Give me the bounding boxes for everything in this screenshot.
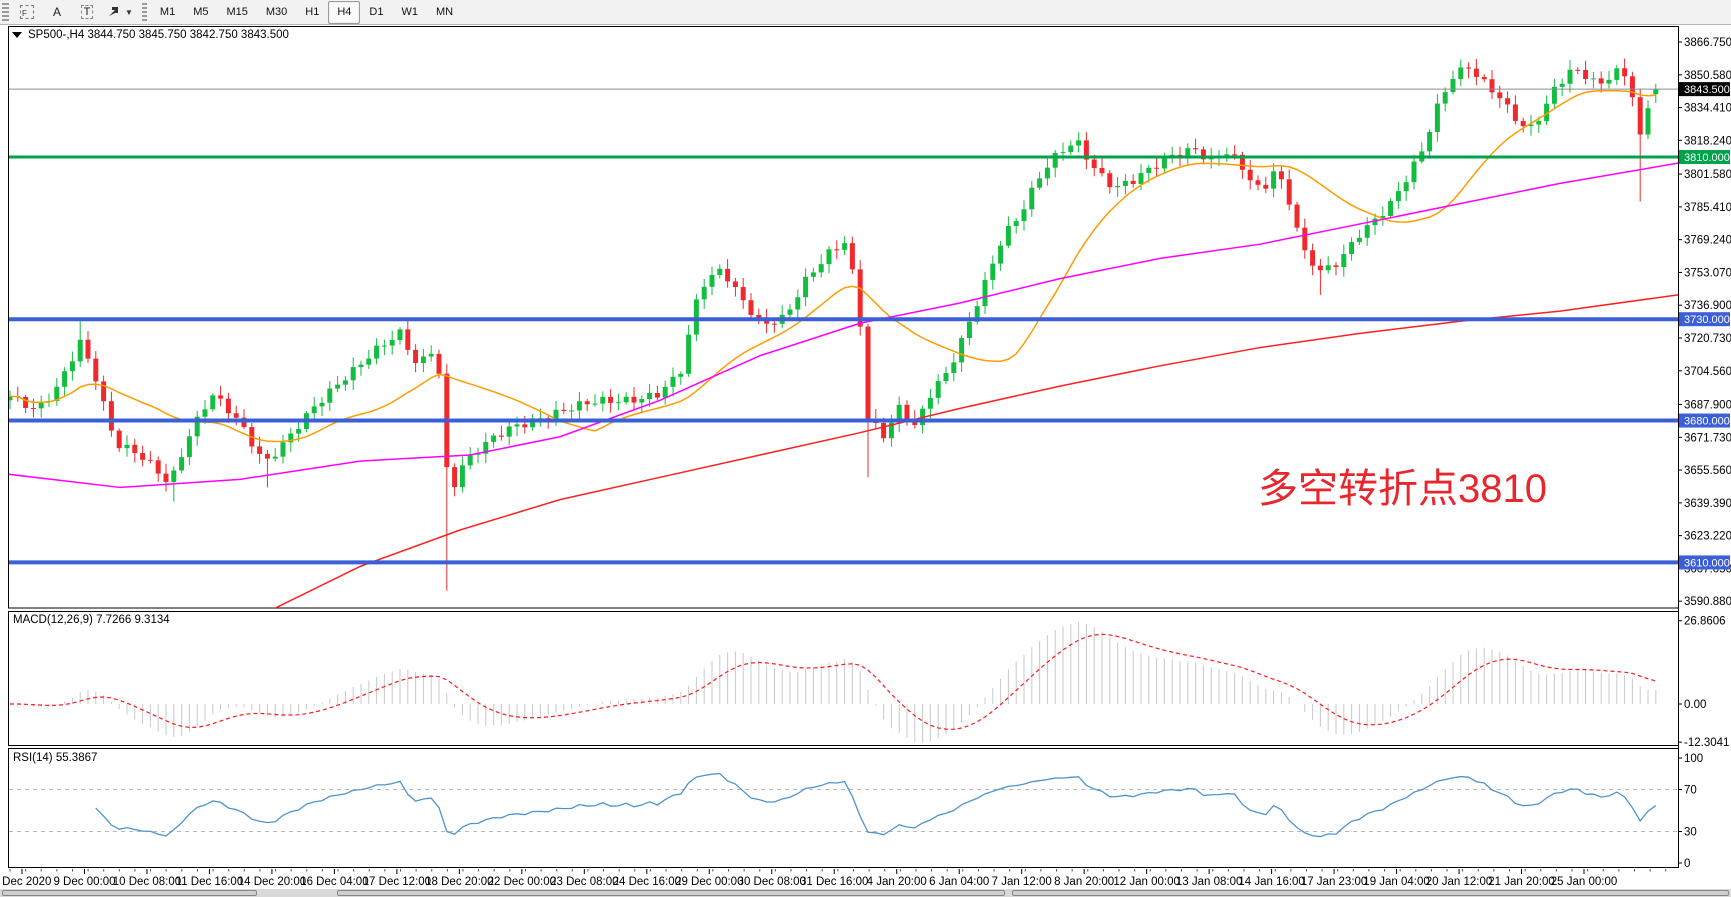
status-bar-cell bbox=[2, 890, 257, 896]
svg-text:24 Dec 16:00: 24 Dec 16:00 bbox=[613, 876, 681, 888]
svg-text:25 Jan 00:00: 25 Jan 00:00 bbox=[1551, 876, 1618, 888]
svg-text:3720.730: 3720.730 bbox=[1684, 333, 1731, 345]
timeframe-button-m30[interactable]: M30 bbox=[265, 6, 288, 18]
svg-text:3610.000: 3610.000 bbox=[1684, 557, 1730, 569]
status-bar-cell bbox=[337, 890, 1005, 896]
svg-text:6 Jan 04:00: 6 Jan 04:00 bbox=[929, 876, 989, 888]
macd-axis: 26.8606 0.00 -12.3041 bbox=[1678, 616, 1729, 749]
svg-text:3843.500: 3843.500 bbox=[1684, 84, 1730, 96]
fibo-grid-tool-button[interactable]: F bbox=[13, 1, 41, 23]
svg-text:70: 70 bbox=[1684, 785, 1697, 797]
svg-text:30 Dec 08:00: 30 Dec 08:00 bbox=[738, 876, 806, 888]
chart-svg: 3866.750 3850.580 3834.410 3818.240 3801.580… bbox=[0, 25, 1731, 897]
toolbar-grip-2[interactable] bbox=[141, 3, 147, 21]
svg-text:3730.000: 3730.000 bbox=[1684, 314, 1730, 326]
svg-text:7 Jan 12:00: 7 Jan 12:00 bbox=[992, 876, 1052, 888]
svg-text:7 Dec 2020: 7 Dec 2020 bbox=[0, 876, 51, 888]
svg-text:3850.580: 3850.580 bbox=[1684, 70, 1731, 82]
timeframe-button-mn[interactable]: MN bbox=[435, 6, 454, 18]
svg-text:14 Dec 20:00: 14 Dec 20:00 bbox=[238, 876, 306, 888]
timeframe-toolbar: M1 M5 M15 M30 H1 H4 D1 W1 MN bbox=[151, 0, 462, 24]
svg-text:13 Jan 08:00: 13 Jan 08:00 bbox=[1176, 876, 1243, 888]
status-bar bbox=[0, 889, 1731, 897]
svg-text:3801.580: 3801.580 bbox=[1684, 169, 1731, 181]
toolbar-grip[interactable] bbox=[2, 3, 9, 21]
app-toolbar: F A T ▼ M1 M5 M15 M30 H1 H4 D1 W1 MN bbox=[0, 0, 1731, 25]
svg-text:3655.560: 3655.560 bbox=[1684, 465, 1731, 477]
svg-text:19 Jan 04:00: 19 Jan 04:00 bbox=[1363, 876, 1430, 888]
timeframe-button-m1[interactable]: M1 bbox=[159, 6, 176, 18]
svg-text:26.8606: 26.8606 bbox=[1684, 616, 1726, 628]
svg-text:3639.390: 3639.390 bbox=[1684, 498, 1731, 510]
timeframe-button-d1[interactable]: D1 bbox=[369, 6, 384, 18]
svg-text:3866.750: 3866.750 bbox=[1684, 37, 1731, 49]
svg-text:29 Dec 00:00: 29 Dec 00:00 bbox=[675, 876, 743, 888]
svg-text:0: 0 bbox=[1684, 858, 1690, 870]
svg-text:3769.240: 3769.240 bbox=[1684, 235, 1731, 247]
chart-title: SP500-,H4 3844.750 3845.750 3842.750 384… bbox=[28, 29, 289, 41]
svg-text:3818.240: 3818.240 bbox=[1684, 135, 1731, 147]
svg-text:100: 100 bbox=[1684, 753, 1703, 765]
macd-pane-label: MACD(12,26,9) 7.7266 9.3134 bbox=[13, 614, 170, 626]
svg-text:3671.730: 3671.730 bbox=[1684, 432, 1731, 444]
svg-text:17 Dec 12:00: 17 Dec 12:00 bbox=[363, 876, 431, 888]
svg-text:18 Dec 20:00: 18 Dec 20:00 bbox=[425, 876, 493, 888]
svg-text:3680.000: 3680.000 bbox=[1684, 416, 1730, 428]
svg-text:3736.900: 3736.900 bbox=[1684, 300, 1731, 312]
svg-text:0.00: 0.00 bbox=[1684, 699, 1706, 711]
svg-text:11 Dec 16:00: 11 Dec 16:00 bbox=[176, 876, 244, 888]
svg-text:4 Jan 20:00: 4 Jan 20:00 bbox=[867, 876, 927, 888]
svg-text:-12.3041: -12.3041 bbox=[1684, 737, 1729, 749]
rsi-pane-label: RSI(14) 55.3867 bbox=[13, 752, 97, 764]
status-bar-cell bbox=[1012, 890, 1729, 896]
svg-text:3810.000: 3810.000 bbox=[1684, 152, 1730, 164]
svg-text:3704.560: 3704.560 bbox=[1684, 366, 1731, 378]
svg-text:30: 30 bbox=[1684, 827, 1697, 839]
rsi-axis: 100 70 30 0 bbox=[1678, 753, 1703, 870]
timeframe-button-h4[interactable]: H4 bbox=[328, 0, 361, 24]
timeframe-button-w1[interactable]: W1 bbox=[401, 6, 418, 18]
svg-text:8 Jan 20:00: 8 Jan 20:00 bbox=[1054, 876, 1114, 888]
svg-text:3753.070: 3753.070 bbox=[1684, 267, 1731, 279]
timeframe-button-m15[interactable]: M15 bbox=[226, 6, 248, 18]
label-tool-button[interactable]: T bbox=[73, 1, 101, 23]
timeframe-button-m5[interactable]: M5 bbox=[193, 6, 209, 18]
svg-text:20 Jan 12:00: 20 Jan 12:00 bbox=[1426, 876, 1493, 888]
fibo-grid-icon: F bbox=[20, 5, 34, 19]
arrows-tool-icon bbox=[109, 7, 118, 16]
text-label-icon: T bbox=[80, 5, 94, 19]
svg-text:31 Dec 16:00: 31 Dec 16:00 bbox=[800, 876, 868, 888]
svg-text:17 Jan 23:00: 17 Jan 23:00 bbox=[1301, 876, 1368, 888]
svg-text:23 Dec 08:00: 23 Dec 08:00 bbox=[550, 876, 618, 888]
svg-text:16 Dec 04:00: 16 Dec 04:00 bbox=[300, 876, 368, 888]
svg-text:10 Dec 08:00: 10 Dec 08:00 bbox=[113, 876, 181, 888]
svg-text:3590.880: 3590.880 bbox=[1684, 596, 1731, 608]
svg-text:12 Jan 00:00: 12 Jan 00:00 bbox=[1113, 876, 1180, 888]
arrows-tool-button[interactable]: ▼ bbox=[103, 1, 137, 23]
svg-text:3834.410: 3834.410 bbox=[1684, 103, 1731, 115]
svg-text:9 Dec 00:00: 9 Dec 00:00 bbox=[53, 876, 115, 888]
svg-text:3785.410: 3785.410 bbox=[1684, 202, 1731, 214]
svg-text:14 Jan 16:00: 14 Jan 16:00 bbox=[1238, 876, 1305, 888]
price-axis: 3866.750 3850.580 3834.410 3818.240 3801.580… bbox=[1678, 26, 1731, 868]
text-tool-button[interactable]: A bbox=[43, 1, 71, 23]
svg-text:21 Jan 20:00: 21 Jan 20:00 bbox=[1488, 876, 1555, 888]
annotation-text: 多空转折点3810 bbox=[1258, 467, 1547, 511]
rsi-pane bbox=[9, 789, 1678, 832]
macd-pane bbox=[17, 622, 1657, 743]
svg-text:3687.900: 3687.900 bbox=[1684, 400, 1731, 412]
chart-collapse-triangle-icon[interactable] bbox=[12, 32, 22, 38]
svg-text:3623.220: 3623.220 bbox=[1684, 531, 1731, 543]
svg-text:22 Dec 00:00: 22 Dec 00:00 bbox=[488, 876, 556, 888]
timeframe-button-h1[interactable]: H1 bbox=[305, 6, 320, 18]
chart-canvas[interactable]: 3866.750 3850.580 3834.410 3818.240 3801.580… bbox=[0, 25, 1731, 897]
text-a-icon: A bbox=[52, 5, 61, 19]
dropdown-caret-icon: ▼ bbox=[125, 7, 133, 17]
